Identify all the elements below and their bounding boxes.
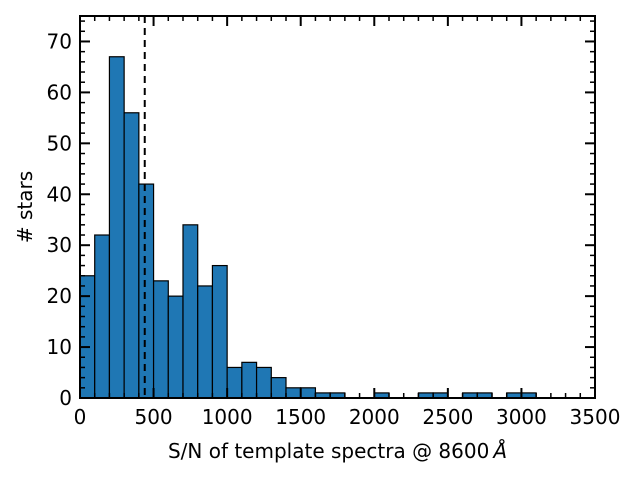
x-tick-label: 3500 (570, 405, 621, 429)
x-tick-label: 2000 (349, 405, 400, 429)
histogram-bar (300, 387, 317, 399)
histogram-bar (197, 285, 214, 399)
x-tick-label: 1500 (275, 405, 326, 429)
x-tick-label: 1000 (202, 405, 253, 429)
plot-frame (79, 15, 596, 399)
x-axis-label-unit: Å (491, 439, 507, 463)
histogram-bar (108, 56, 125, 399)
x-axis-label: S/N of template spectra @ 8600 Å (168, 439, 507, 463)
histogram-bar (167, 295, 184, 399)
tick-labels-group: 0 500 1000 1500 2000 2500 3000 3500 0 10 20 30 40 50 6… (47, 29, 621, 429)
y-axis-label: # stars (13, 171, 37, 243)
y-tick-label: 20 (47, 284, 72, 308)
x-tick-label: 500 (134, 405, 172, 429)
y-tick-label: 0 (59, 386, 72, 410)
x-tick-label: 3000 (496, 405, 547, 429)
histogram-bar (123, 112, 140, 399)
y-tick-label: 60 (47, 80, 72, 104)
histogram-bar (94, 234, 111, 399)
histogram-bar (241, 361, 258, 399)
x-tick-label: 0 (74, 405, 87, 429)
histogram-bar (285, 387, 302, 399)
bars-group (79, 56, 537, 399)
histogram-bar (152, 280, 169, 399)
y-tick-label: 30 (47, 233, 72, 257)
y-tick-label: 10 (47, 335, 72, 359)
histogram-bar (255, 366, 272, 399)
y-tick-label: 50 (47, 131, 72, 155)
x-axis-label-text: S/N of template spectra @ 8600 (168, 439, 489, 463)
histogram-bar (226, 366, 243, 399)
y-tick-label: 70 (47, 29, 72, 53)
y-tick-label: 40 (47, 182, 72, 206)
x-tick-label: 2500 (422, 405, 473, 429)
histogram-bar (182, 224, 199, 399)
histogram-bar (211, 264, 228, 399)
histogram-bar (270, 377, 287, 399)
histogram-bar (138, 183, 155, 399)
